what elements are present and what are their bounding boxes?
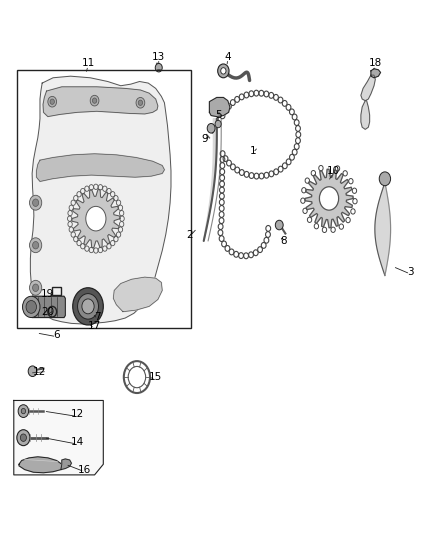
Circle shape — [379, 172, 391, 185]
Polygon shape — [19, 457, 62, 473]
Text: 14: 14 — [71, 437, 84, 447]
Polygon shape — [209, 98, 230, 117]
Circle shape — [26, 301, 36, 313]
Polygon shape — [36, 154, 164, 181]
Polygon shape — [371, 69, 381, 78]
Circle shape — [29, 195, 42, 210]
Text: 18: 18 — [369, 59, 382, 68]
Circle shape — [21, 408, 25, 414]
Polygon shape — [361, 101, 370, 130]
Circle shape — [90, 95, 99, 106]
Text: 15: 15 — [149, 372, 162, 382]
Circle shape — [22, 296, 40, 318]
Circle shape — [78, 294, 99, 319]
Polygon shape — [61, 459, 71, 470]
Circle shape — [215, 120, 221, 128]
Circle shape — [82, 299, 94, 314]
Circle shape — [138, 100, 143, 106]
Circle shape — [218, 64, 229, 78]
Circle shape — [28, 366, 37, 376]
Text: 12: 12 — [32, 367, 46, 377]
Text: 12: 12 — [71, 409, 84, 419]
Circle shape — [48, 96, 57, 107]
Circle shape — [32, 199, 39, 206]
Text: 5: 5 — [215, 110, 223, 120]
Circle shape — [221, 68, 226, 74]
Circle shape — [207, 124, 215, 133]
Polygon shape — [72, 190, 120, 248]
Text: 16: 16 — [78, 465, 91, 474]
Circle shape — [276, 220, 283, 230]
Circle shape — [20, 434, 26, 441]
Polygon shape — [43, 87, 158, 117]
Text: 1: 1 — [250, 146, 256, 156]
Text: 17: 17 — [88, 321, 101, 331]
Circle shape — [86, 206, 106, 231]
Text: 10: 10 — [327, 166, 340, 176]
Polygon shape — [361, 75, 375, 101]
Circle shape — [32, 284, 39, 292]
Circle shape — [92, 98, 97, 103]
Text: 20: 20 — [41, 306, 54, 317]
Circle shape — [136, 98, 145, 108]
Circle shape — [73, 288, 103, 325]
Circle shape — [29, 238, 42, 253]
Text: 9: 9 — [202, 134, 208, 144]
Circle shape — [18, 405, 28, 417]
Text: 2: 2 — [186, 230, 193, 240]
Polygon shape — [113, 277, 162, 312]
Text: 13: 13 — [152, 52, 166, 61]
Text: 8: 8 — [280, 236, 287, 246]
Text: 6: 6 — [53, 329, 60, 340]
Text: 11: 11 — [81, 59, 95, 68]
Circle shape — [50, 99, 54, 104]
Polygon shape — [14, 400, 103, 475]
Text: 7: 7 — [94, 312, 101, 322]
Polygon shape — [375, 182, 391, 276]
Circle shape — [319, 187, 339, 210]
Text: 3: 3 — [407, 267, 413, 277]
Circle shape — [17, 430, 30, 446]
Polygon shape — [32, 296, 65, 318]
Text: 4: 4 — [224, 52, 231, 61]
Circle shape — [32, 241, 39, 249]
Circle shape — [155, 63, 162, 72]
Polygon shape — [305, 169, 353, 228]
Bar — [17, 70, 191, 328]
Bar — [52, 287, 61, 295]
Circle shape — [29, 280, 42, 295]
Polygon shape — [204, 119, 217, 241]
Polygon shape — [30, 76, 171, 324]
Text: 19: 19 — [41, 289, 54, 299]
